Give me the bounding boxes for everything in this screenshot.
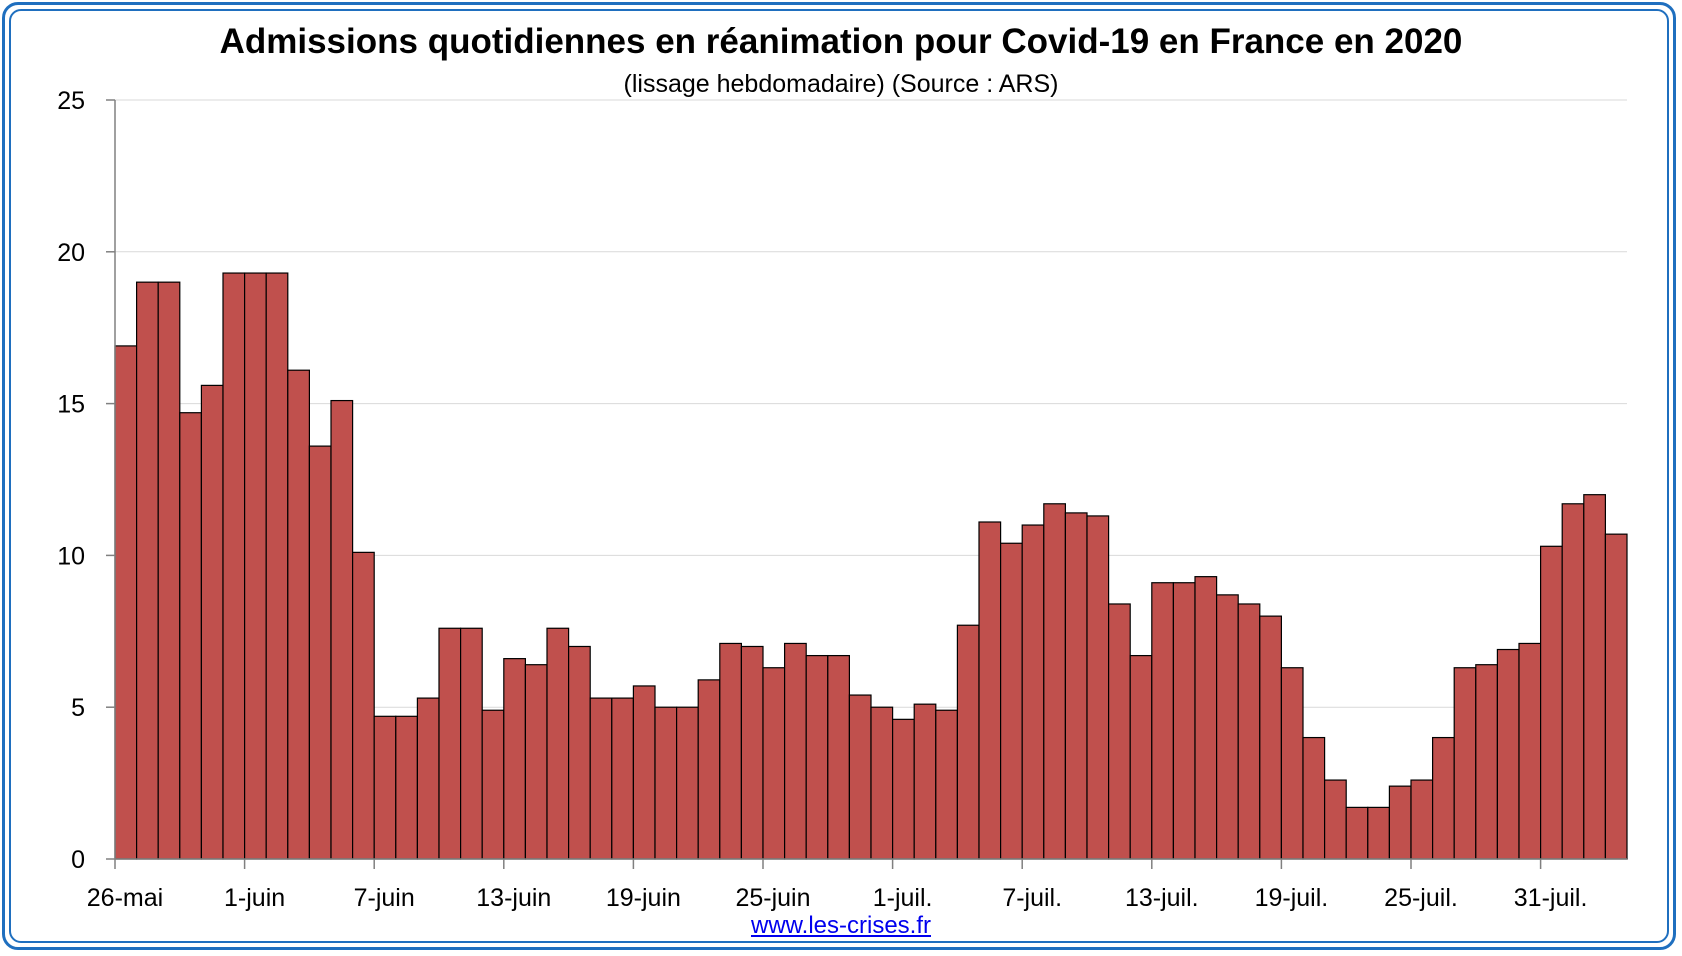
bar [222, 272, 246, 860]
x-tick-label: 1-juin [224, 884, 285, 912]
bar [265, 272, 289, 860]
bar [913, 703, 937, 860]
bar [1086, 515, 1110, 860]
bars [114, 272, 1628, 860]
bar [740, 645, 764, 860]
bar [373, 715, 397, 860]
bar [1129, 654, 1153, 860]
bar [395, 715, 418, 860]
bar [460, 627, 483, 860]
bar [114, 345, 138, 860]
x-tick-label: 1-juil. [873, 884, 933, 912]
bar [330, 399, 354, 860]
chart-subtitle: (lissage hebdomadaire) (Source : ARS) [623, 70, 1059, 98]
bar [632, 685, 656, 860]
bar [1561, 503, 1585, 860]
bar [1388, 785, 1412, 860]
inner-frame [9, 9, 1669, 943]
bar [1345, 806, 1369, 860]
bar [546, 627, 570, 860]
bar [308, 445, 332, 860]
bar [1043, 503, 1067, 860]
bar [935, 709, 958, 860]
bar [1107, 603, 1131, 860]
bar [1302, 736, 1326, 860]
bar [1518, 642, 1542, 860]
bar [589, 697, 613, 860]
bar [200, 384, 224, 860]
x-axis-ticks: 26-mai 1-juin 7-juin 13-juin 19-juin 25-juin 1… [87, 859, 1588, 912]
bar [1259, 615, 1283, 860]
bar [1323, 779, 1347, 860]
bar [1410, 779, 1434, 860]
bar [848, 694, 872, 860]
bar [503, 658, 526, 860]
axes [114, 100, 1627, 860]
y-tick-label: 25 [57, 87, 85, 115]
bar [1151, 582, 1175, 860]
y-tick-label: 20 [57, 239, 85, 267]
bar [654, 706, 678, 860]
bar [719, 642, 742, 860]
y-tick-label: 0 [71, 846, 85, 874]
x-tick-label: 25-juil. [1384, 884, 1458, 912]
bar [1280, 667, 1304, 860]
bar [287, 369, 310, 860]
bar [438, 627, 462, 860]
bar [481, 709, 505, 860]
bar [567, 645, 591, 860]
x-tick-label: 13-juin [476, 884, 551, 912]
bar [244, 272, 267, 860]
bar [1604, 533, 1628, 860]
bar [611, 697, 634, 860]
bar [978, 521, 1002, 860]
bar [136, 281, 159, 860]
x-tick-label: 25-juin [735, 884, 810, 912]
bar [675, 706, 699, 860]
x-tick-label: 19-juin [606, 884, 681, 912]
bar [179, 412, 203, 860]
bar [956, 624, 980, 860]
bar [1021, 524, 1045, 860]
bar [783, 642, 807, 860]
bar [1539, 545, 1563, 860]
bar [1194, 576, 1218, 860]
x-tick-label: 19-juil. [1255, 884, 1329, 912]
x-tick-label: 31-juil. [1514, 884, 1588, 912]
bar [1475, 664, 1499, 860]
bar [891, 718, 915, 860]
y-tick-label: 5 [71, 694, 85, 722]
bar [416, 697, 440, 860]
chart-title: Admissions quotidiennes en réanimation p… [219, 22, 1463, 61]
bar [1496, 648, 1520, 860]
bar [1453, 667, 1477, 860]
bar [827, 654, 850, 860]
bar [1583, 494, 1607, 860]
bar [697, 679, 721, 860]
y-tick-label: 10 [57, 542, 85, 570]
bar [1431, 736, 1455, 860]
bar [524, 664, 548, 860]
bar [1237, 603, 1261, 860]
bar [1172, 582, 1196, 860]
bar [762, 667, 786, 860]
y-axis-ticks: 0 5 10 15 20 25 [57, 87, 115, 874]
bar [870, 706, 894, 860]
bar [352, 551, 375, 860]
x-tick-label: 7-juin [354, 884, 415, 912]
bar [1367, 806, 1391, 860]
x-tick-label: 26-mai [87, 884, 163, 912]
y-tick-label: 15 [57, 391, 85, 419]
bar [1215, 594, 1239, 860]
x-tick-label: 13-juil. [1125, 884, 1199, 912]
bar [1064, 512, 1088, 860]
source-link[interactable]: www.les-crises.fr [750, 912, 931, 939]
bar [157, 281, 181, 860]
x-tick-label: 7-juil. [1002, 884, 1062, 912]
bar [999, 542, 1023, 860]
bar [805, 654, 829, 860]
